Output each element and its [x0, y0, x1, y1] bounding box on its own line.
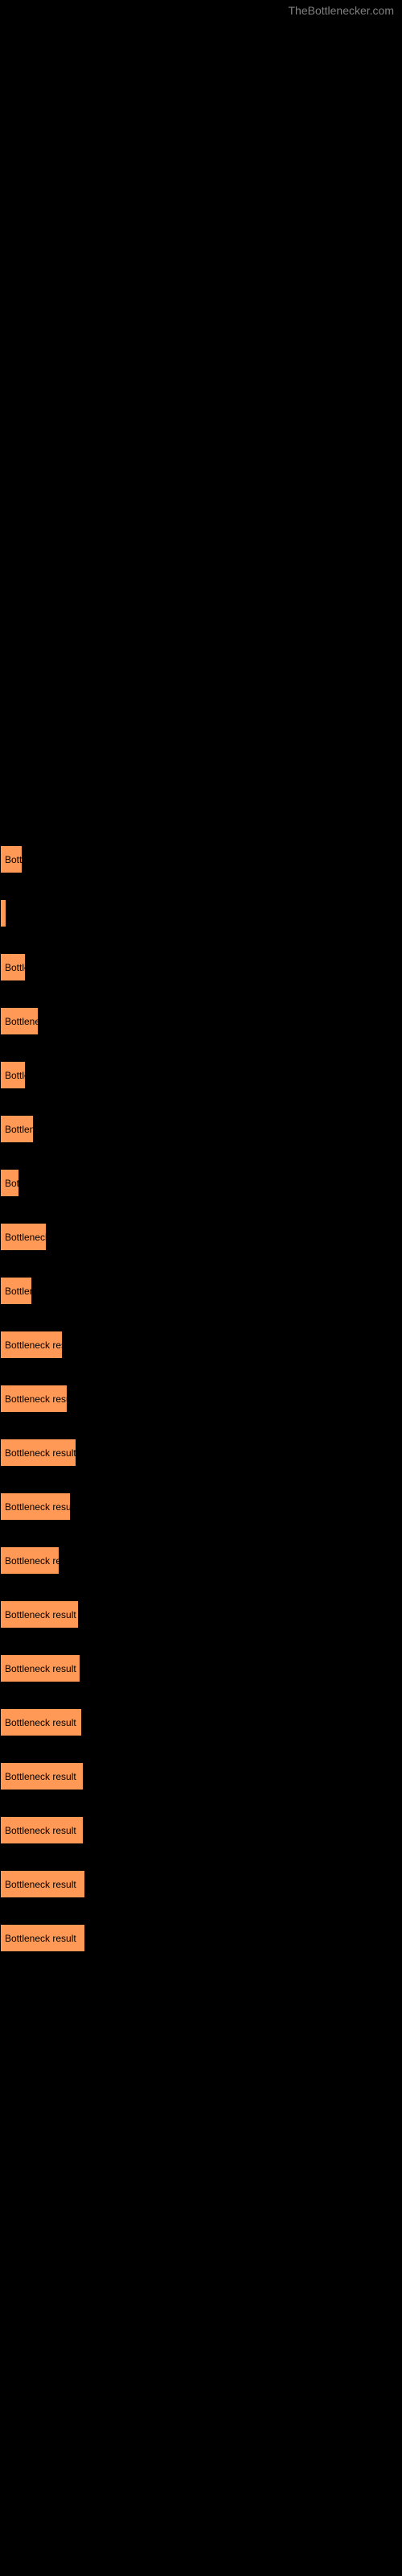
bar-row: Bottleneck: [0, 1223, 402, 1251]
chart-bar: Bottleneck result: [0, 1762, 84, 1790]
bar-row: Bott: [0, 845, 402, 873]
bar-row: Bot: [0, 1169, 402, 1197]
bar-row: [0, 899, 402, 927]
bar-row: Bottleneck result: [0, 1654, 402, 1682]
bar-row: Bottle: [0, 1061, 402, 1089]
bar-row: Bottleneck result: [0, 1762, 402, 1790]
chart-bar: Bottleneck result: [0, 1708, 82, 1736]
chart-bar: Bottleneck result: [0, 1600, 79, 1629]
bar-row: Bottleneck result: [0, 1600, 402, 1629]
bar-row: Bottleneck resu: [0, 1385, 402, 1413]
chart-bar: Bot: [0, 1169, 19, 1197]
chart-bar: Bott: [0, 845, 23, 873]
chart-bar: Bottleneck resul: [0, 1492, 71, 1521]
bar-row: Bottleneck res: [0, 1331, 402, 1359]
bar-row: Bottleneck result: [0, 1924, 402, 1952]
chart-bar: Bottle: [0, 1061, 26, 1089]
bar-row: Bottleneck result: [0, 1708, 402, 1736]
bar-row: Bottleneck result: [0, 1439, 402, 1467]
bar-row: Bottleneck result: [0, 1870, 402, 1898]
bar-row: Bottlene: [0, 1115, 402, 1143]
chart-bar: Bottleneck: [0, 1223, 47, 1251]
chart-bar: Bottleneck result: [0, 1816, 84, 1844]
chart-bar: Bottleneck result: [0, 1924, 85, 1952]
bar-row: Bottleneck result: [0, 1816, 402, 1844]
chart-bar: Bottlen: [0, 1277, 32, 1305]
bar-row: Bottlen: [0, 1277, 402, 1305]
chart-bar: Bottleneck result: [0, 1870, 85, 1898]
chart-bar: [0, 899, 6, 927]
chart-bar: Bottleneck re: [0, 1546, 59, 1575]
chart-bar: Bottlenec: [0, 1007, 39, 1035]
bottleneck-chart: Bott Bottle Bottlenec Bottle Bottlene Bot Bott…: [0, 0, 402, 1952]
chart-bar: Bottleneck resu: [0, 1385, 68, 1413]
bar-row: Bottle: [0, 953, 402, 981]
bar-row: Bottleneck resul: [0, 1492, 402, 1521]
bar-row: Bottlenec: [0, 1007, 402, 1035]
chart-bar: Bottlene: [0, 1115, 34, 1143]
chart-bar: Bottleneck result: [0, 1654, 80, 1682]
chart-bar: Bottleneck result: [0, 1439, 76, 1467]
bar-row: Bottleneck re: [0, 1546, 402, 1575]
chart-bar: Bottle: [0, 953, 26, 981]
chart-bar: Bottleneck res: [0, 1331, 63, 1359]
